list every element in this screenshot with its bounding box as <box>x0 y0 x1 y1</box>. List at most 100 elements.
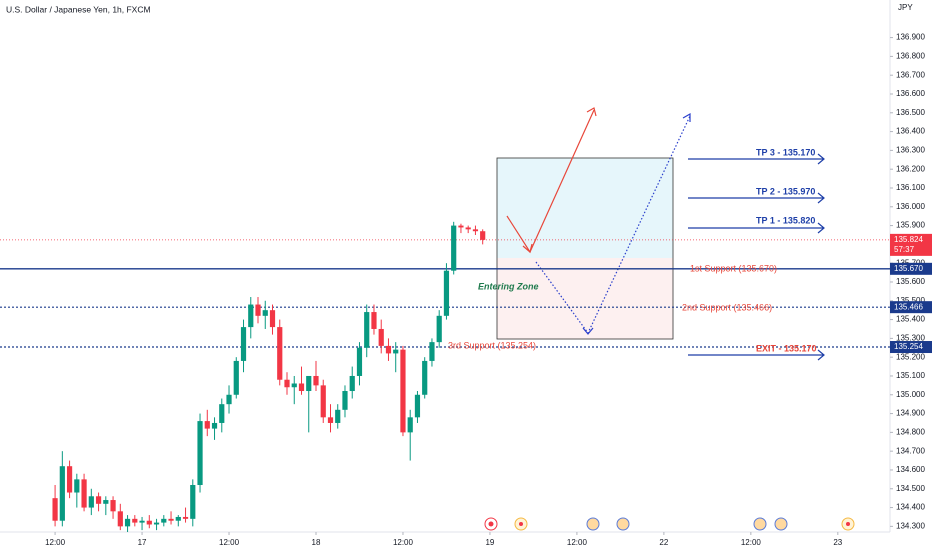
candle-body <box>385 345 392 354</box>
y-tick-label: 135.200 <box>896 352 925 361</box>
candle-body <box>74 479 80 493</box>
event-icons <box>484 517 855 531</box>
chart-title: U.S. Dollar / Japanese Yen, 1h, FXCM <box>6 4 151 14</box>
candle-body <box>219 404 225 423</box>
y-tick-label: 136.200 <box>896 164 925 173</box>
candle-body <box>124 518 131 527</box>
candle-body <box>240 327 247 361</box>
candle-body <box>277 327 283 380</box>
candle-body <box>52 498 58 521</box>
candle-body <box>153 522 160 525</box>
candle-body <box>161 518 167 523</box>
x-tick-label: 18 <box>312 538 321 547</box>
x-tick-label: 12:00 <box>45 538 66 547</box>
candle-body <box>103 500 109 504</box>
candle-body <box>197 421 203 486</box>
y-tick-label: 134.900 <box>896 409 925 418</box>
y-tick-label: 136.800 <box>896 52 925 61</box>
candle-body <box>284 379 290 388</box>
candle-body <box>66 466 73 493</box>
x-tick-label: 12:00 <box>219 538 240 547</box>
candle-body <box>480 231 486 240</box>
candle-body <box>211 422 218 429</box>
x-tick-label: 12:00 <box>741 538 762 547</box>
candle-body <box>110 500 116 512</box>
annotation: Entering Zone <box>478 281 539 291</box>
y-tick-label: 135.900 <box>896 221 925 230</box>
candle-body <box>269 310 276 328</box>
y-tick-label: 136.000 <box>896 202 925 211</box>
countdown: 57:37 <box>894 245 915 254</box>
level-tag <box>890 262 932 275</box>
candle-body <box>168 518 174 521</box>
candle-body <box>190 485 196 519</box>
y-tick-label: 135.600 <box>896 277 925 286</box>
currency-label: JPY <box>898 3 913 12</box>
target-zone <box>497 158 673 258</box>
candle-body <box>472 229 479 232</box>
candle-body <box>436 315 442 343</box>
candle-body <box>248 304 254 328</box>
y-tick-label: 134.500 <box>896 484 925 493</box>
candle-body <box>59 466 65 521</box>
candle-body <box>400 349 406 433</box>
annotation: TP 2 - 135.970 <box>756 186 815 196</box>
candle-body <box>443 270 450 316</box>
candle-body <box>327 417 334 423</box>
x-tick-label: 19 <box>485 538 494 547</box>
y-tick-label: 136.100 <box>896 183 925 192</box>
level-tag-label: 135.670 <box>894 264 923 273</box>
y-tick-label: 136.500 <box>896 108 925 117</box>
y-tick-label: 136.900 <box>896 33 925 42</box>
candle-body <box>204 421 210 429</box>
candle-body <box>95 496 102 504</box>
candle-body <box>262 310 268 316</box>
y-tick-label: 134.600 <box>896 465 925 474</box>
x-tick-label: 12:00 <box>567 538 588 547</box>
candle-body <box>132 518 138 523</box>
current-price-tag <box>890 233 932 256</box>
y-tick-label: 135.500 <box>896 296 925 305</box>
candle-body <box>342 391 348 410</box>
candle-body <box>429 342 435 361</box>
candle-body <box>364 312 370 348</box>
level-tag <box>890 301 932 314</box>
candle-body <box>175 516 181 521</box>
candle-body <box>306 375 312 392</box>
candle-body <box>291 383 297 388</box>
y-tick-label: 134.700 <box>896 446 925 455</box>
candle-body <box>356 347 363 376</box>
candle-body <box>226 394 232 405</box>
annotation: TP 3 - 135.170 <box>756 147 815 157</box>
level-tag-label: 135.466 <box>894 302 923 311</box>
current-price-label: 135.824 <box>894 235 923 244</box>
y-tick-label: 134.800 <box>896 427 925 436</box>
candle-body <box>117 511 123 527</box>
y-tick-label: 136.300 <box>896 145 925 154</box>
y-tick-label: 134.400 <box>896 503 925 512</box>
candle-body <box>146 520 152 525</box>
candle-body <box>378 328 384 346</box>
candle-body <box>335 409 341 423</box>
candle-body <box>81 479 87 508</box>
arrow-head <box>522 107 597 254</box>
candle-body <box>422 360 428 395</box>
x-tick-label: 12:00 <box>393 538 414 547</box>
candle-body <box>255 304 261 316</box>
candle-body <box>320 385 326 418</box>
tp-arrows <box>688 153 825 361</box>
candle-body <box>233 360 239 395</box>
annotation: TP 1 - 135.820 <box>756 215 815 225</box>
x-tick-label: 23 <box>833 538 842 547</box>
candle-body <box>407 417 413 433</box>
candle-body <box>393 349 399 354</box>
y-tick-label: 135.100 <box>896 371 925 380</box>
candle-body <box>182 516 189 519</box>
annotation: EXIT - 135.170 <box>756 343 817 353</box>
x-tick-label: 22 <box>659 538 668 547</box>
y-tick-label: 135.700 <box>896 258 925 267</box>
level-tag-label: 135.254 <box>894 342 923 351</box>
y-tick-label: 136.600 <box>896 89 925 98</box>
